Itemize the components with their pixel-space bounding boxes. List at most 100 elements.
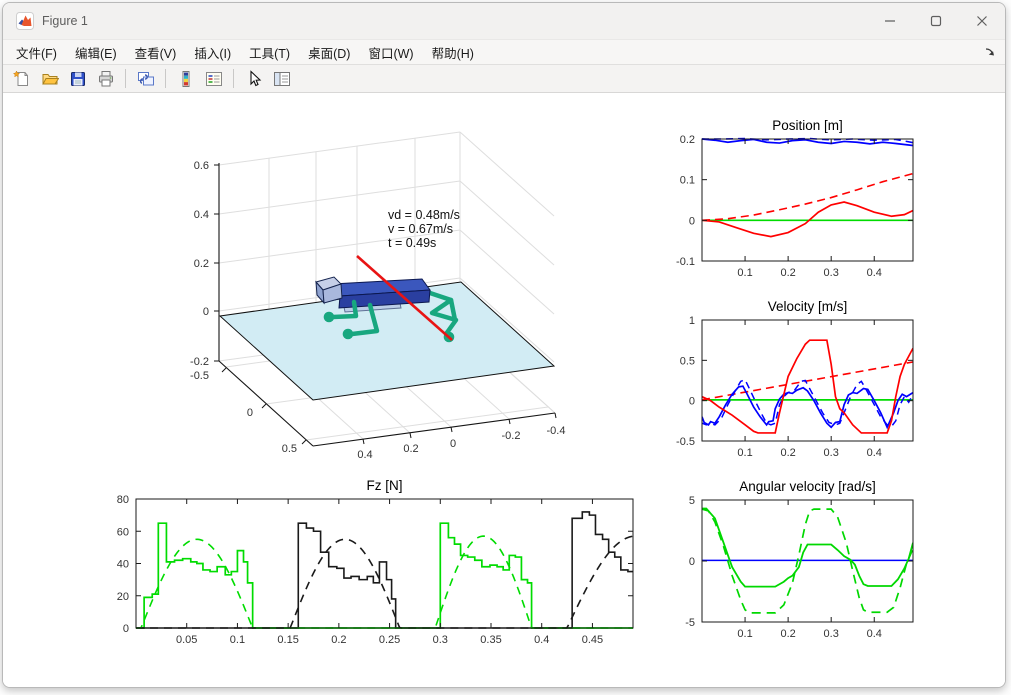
series-x-actual xyxy=(702,201,913,238)
series-fz-measured-green xyxy=(136,522,633,629)
label: 0.35 xyxy=(480,634,501,646)
label: -5 xyxy=(685,617,695,629)
label: 0.6 xyxy=(194,160,209,172)
velocity-vector-line xyxy=(356,255,453,341)
minimize-icon xyxy=(885,20,895,22)
label: 0.05 xyxy=(176,634,197,646)
maximize-button[interactable] xyxy=(913,3,959,39)
label: 0.2 xyxy=(780,267,795,279)
label: vd = 0.48m/s xyxy=(388,208,460,222)
label: 0 xyxy=(689,396,695,408)
new-figure-icon xyxy=(12,69,28,86)
chart-position: 0.1 0.2 0.3 0.4 -0.1 0 0.1 0.2 Position [m] xyxy=(676,118,914,279)
robot-body xyxy=(338,289,431,309)
figure-plot-area: 0.6 0.4 0.2 0 -0.2 -0.5 0 0.5 0.4 0.2 0 -0.2 -0.4 vd … xyxy=(117,118,914,646)
label: Fz [N] xyxy=(367,478,403,493)
series-w-actual xyxy=(702,507,913,588)
link-plot-button[interactable] xyxy=(133,66,158,91)
menu-item-help[interactable]: 帮助(H) xyxy=(431,46,474,61)
print-figure-button[interactable] xyxy=(93,66,118,91)
label: 0 xyxy=(203,306,209,318)
chart-fz: 0.05 0.1 0.15 0.2 0.25 0.3 0.35 0.4 0.45 0 20 40 60 8… xyxy=(117,478,634,646)
label: 0.3 xyxy=(824,267,839,279)
label: 0.2 xyxy=(331,634,346,646)
open-file-icon xyxy=(41,73,59,84)
label: 0.2 xyxy=(780,628,795,640)
label: Position [m] xyxy=(772,118,843,133)
edit-plot-cursor-button[interactable] xyxy=(241,66,266,91)
menu-item-insert[interactable]: 插入(I) xyxy=(194,46,232,61)
label: 0.1 xyxy=(737,267,752,279)
label: 0.1 xyxy=(737,447,752,459)
robot-leg xyxy=(349,302,380,337)
label: 0.2 xyxy=(780,447,795,459)
maximize-icon xyxy=(930,15,942,27)
label: -0.2 xyxy=(190,356,209,368)
new-figure-button[interactable] xyxy=(9,66,34,91)
link-plot-icon xyxy=(137,71,154,85)
label: 0.5 xyxy=(282,443,297,455)
figure-palette-button[interactable] xyxy=(269,66,294,91)
toolbar-separator xyxy=(125,69,126,88)
label: -0.2 xyxy=(502,430,521,442)
menu-item-edit[interactable]: 编辑(E) xyxy=(74,46,117,61)
label: -0.5 xyxy=(190,370,209,382)
label: 60 xyxy=(117,526,129,538)
label: 40 xyxy=(117,559,129,571)
series-vz-desired xyxy=(702,378,913,428)
save-figure-button[interactable] xyxy=(65,66,90,91)
label: 0.4 xyxy=(194,209,209,221)
label: 0.1 xyxy=(737,628,752,640)
series-x-desired xyxy=(702,172,913,222)
close-button[interactable] xyxy=(959,3,1005,39)
menu-item-tools[interactable]: 工具(T) xyxy=(249,46,291,61)
label: 0.4 xyxy=(867,267,882,279)
label: 0.4 xyxy=(357,449,372,461)
menu-item-file[interactable]: 文件(F) xyxy=(16,46,57,61)
annotation-text: vd = 0.48m/sv = 0.67m/st = 0.49s xyxy=(388,208,460,250)
label: 0 xyxy=(123,623,129,635)
toolbar xyxy=(3,65,1005,93)
open-file-button[interactable] xyxy=(37,66,62,91)
label: v = 0.67m/s xyxy=(388,222,453,236)
insert-colorbar-button[interactable] xyxy=(173,66,198,91)
label: 0 xyxy=(247,407,253,419)
series-vx-actual xyxy=(702,339,913,434)
label: 0.45 xyxy=(582,634,603,646)
menu-item-view[interactable]: 查看(V) xyxy=(134,46,177,61)
label: 0.3 xyxy=(824,447,839,459)
label: 0.4 xyxy=(534,634,549,646)
label: 0 xyxy=(689,556,695,568)
series-vz-actual xyxy=(702,385,913,430)
toolbar-separator xyxy=(233,69,234,88)
minimize-button[interactable] xyxy=(867,3,913,39)
label: -0.4 xyxy=(547,425,566,437)
label: 0.4 xyxy=(867,628,882,640)
label: 0.1 xyxy=(680,175,695,187)
label: 0.3 xyxy=(824,628,839,640)
toolbar-separator xyxy=(165,69,166,88)
robot-leg xyxy=(424,289,459,337)
chart-angular-velocity: 0.1 0.2 0.3 0.4 -5 0 5 Angular velocity [rad/s] xyxy=(685,479,914,640)
insert-legend-icon xyxy=(205,71,222,86)
figure-canvas: 0.6 0.4 0.2 0 -0.2 -0.5 0 0.5 0.4 0.2 0 -0.2 -0.4 vd … xyxy=(3,93,1005,687)
titlebar[interactable]: Figure 1 xyxy=(3,3,1005,39)
label: 0.4 xyxy=(867,447,882,459)
menu-item-desktop[interactable]: 桌面(D) xyxy=(308,46,351,61)
label: 0.15 xyxy=(277,634,298,646)
label: 0.2 xyxy=(403,443,418,455)
menu-item-window[interactable]: 窗口(W) xyxy=(368,46,414,61)
label: 5 xyxy=(689,495,695,507)
series-vd-desired xyxy=(702,361,913,401)
close-icon xyxy=(977,16,987,26)
menubar: 文件(F) 编辑(E) 查看(V) 插入(I) 工具(T) 桌面(D) 窗口(W) 帮助(H) xyxy=(3,39,1005,65)
robot-body xyxy=(322,283,343,304)
window-title: Figure 1 xyxy=(42,14,88,28)
scene-3d-robot: 0.6 0.4 0.2 0 -0.2 -0.5 0 0.5 0.4 0.2 0 -0.2 -0.4 vd … xyxy=(190,131,566,461)
insert-legend-button[interactable] xyxy=(201,66,226,91)
series-fz-measured-black xyxy=(136,511,633,629)
label: -0.5 xyxy=(676,436,695,448)
label: Angular velocity [rad/s] xyxy=(739,479,876,494)
robot-leg xyxy=(448,297,458,323)
dock-figure-icon[interactable] xyxy=(981,43,999,61)
